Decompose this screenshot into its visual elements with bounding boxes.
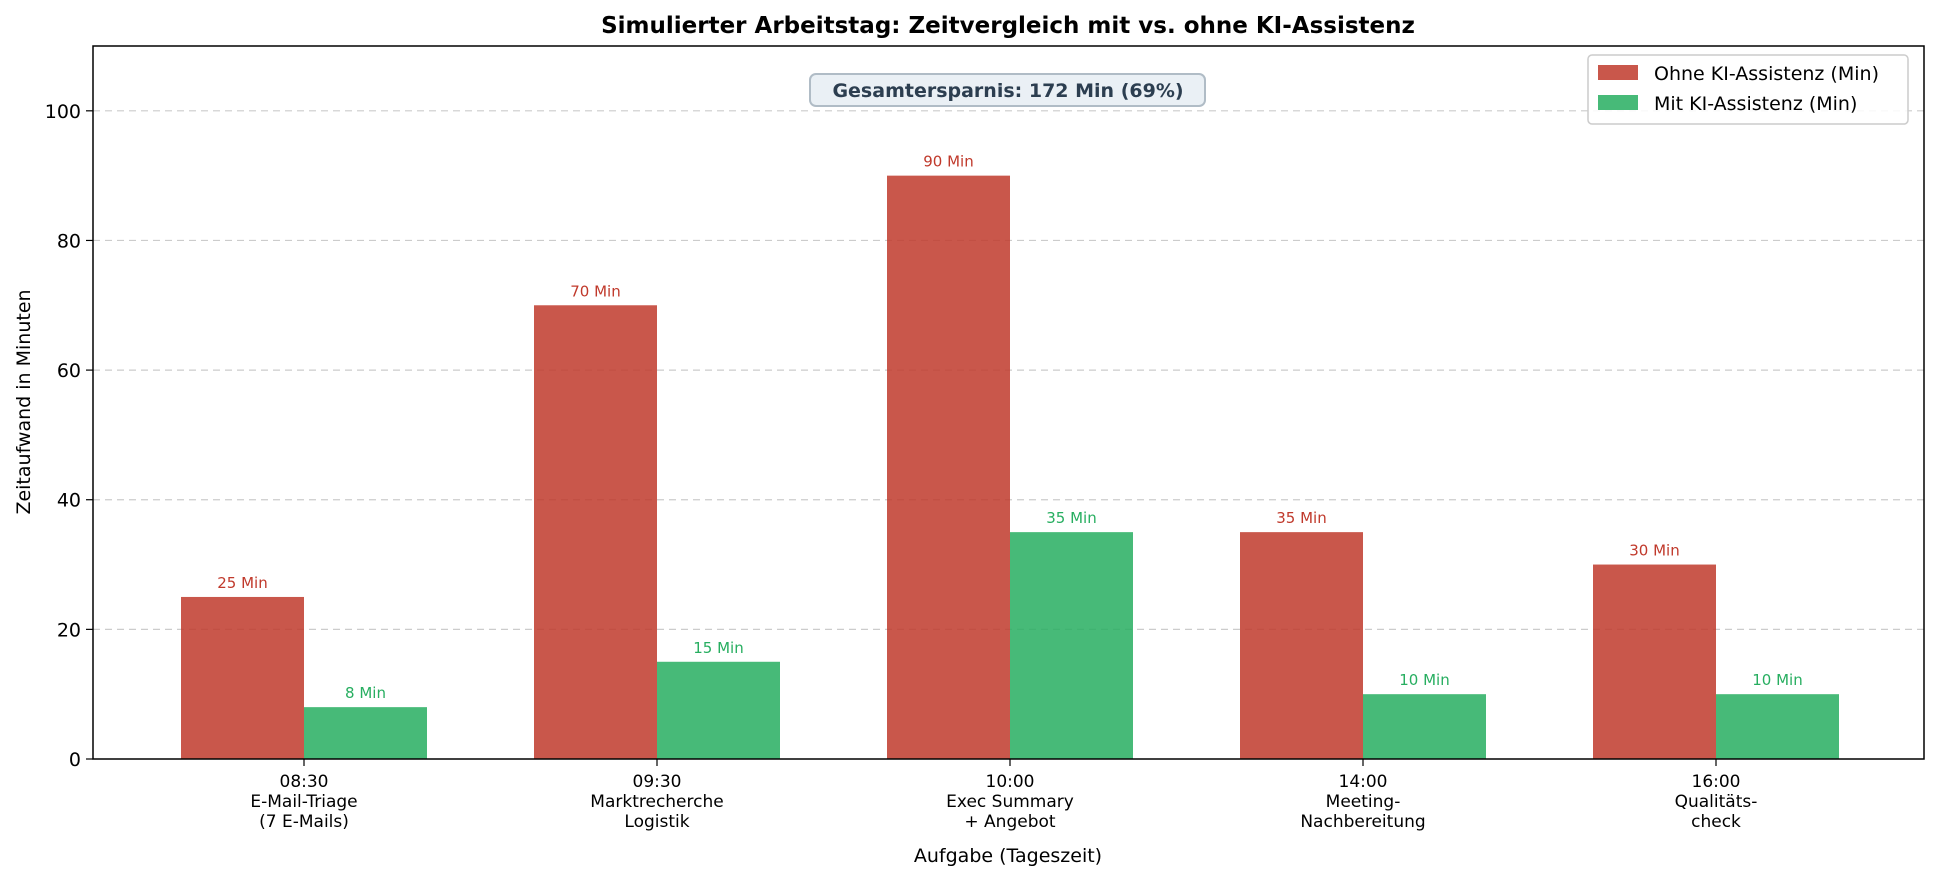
x-tick-label: Meeting- <box>1326 792 1401 812</box>
value-label: 8 Min <box>345 684 386 702</box>
bars <box>181 175 1839 760</box>
legend-swatch-ohne <box>1598 65 1638 80</box>
y-tick-label: 60 <box>57 360 81 382</box>
bar-mit-ki <box>1010 532 1133 759</box>
value-label: 35 Min <box>1046 509 1096 527</box>
legend: Ohne KI-Assistenz (Min) Mit KI-Assistenz… <box>1587 54 1909 125</box>
value-labels: 25 Min 70 Min 90 Min 35 Min 30 Min 8 Min 15 Mi… <box>217 153 1802 703</box>
legend-swatch-mit <box>1598 95 1638 110</box>
bar-ohne-ki <box>887 175 1010 760</box>
x-tick-label: 09:30 <box>633 772 682 792</box>
plot-area-frame <box>92 45 1925 760</box>
annotation-box <box>809 73 1206 107</box>
y-tick-label: 100 <box>45 101 81 123</box>
x-tick-label: Nachbereitung <box>1300 812 1425 832</box>
x-tick-label: Exec Summary <box>946 792 1074 812</box>
x-tick-label: 16:00 <box>1692 772 1741 792</box>
x-tick-label: E-Mail-Triage <box>250 792 357 812</box>
x-axis-ticks: 08:30E-Mail-Triage(7 E-Mails) 09:30Marktr… <box>250 759 1757 832</box>
x-tick-label: check <box>1691 812 1741 832</box>
bar-mit-ki <box>1716 694 1839 759</box>
value-label: 35 Min <box>1276 509 1326 527</box>
legend-label-mit: Mit KI-Assistenz (Min) <box>1654 93 1857 115</box>
y-tick-label: 40 <box>57 490 81 512</box>
x-tick-label: Qualitäts- <box>1675 792 1758 812</box>
legend-label-ohne: Ohne KI-Assistenz (Min) <box>1654 63 1879 85</box>
legend-frame <box>1587 54 1909 125</box>
y-tick-label: 20 <box>57 619 81 641</box>
bar-mit-ki <box>304 707 427 759</box>
bar-ohne-ki <box>1593 564 1716 759</box>
bar-ohne-ki <box>181 596 304 759</box>
y-tick-label: 0 <box>69 749 81 771</box>
value-label: 15 Min <box>693 639 743 657</box>
x-tick-label: (7 E-Mails) <box>259 812 349 832</box>
savings-annotation: Gesamtersparnis: 172 Min (69%) <box>809 73 1206 107</box>
value-label: 70 Min <box>570 282 620 300</box>
y-axis-ticks: 0 20 40 60 80 100 <box>45 101 93 771</box>
x-tick-label: + Angebot <box>964 812 1055 832</box>
x-tick-label: 10:00 <box>986 772 1035 792</box>
value-label: 10 Min <box>1752 671 1802 689</box>
bar-mit-ki <box>1363 694 1486 759</box>
x-tick-label: Logistik <box>624 812 689 832</box>
value-label: 30 Min <box>1629 542 1679 560</box>
bar-ohne-ki <box>534 305 657 759</box>
bar-ohne-ki <box>1240 532 1363 759</box>
bar-mit-ki <box>657 661 780 759</box>
value-label: 25 Min <box>217 574 267 592</box>
value-label: 90 Min <box>923 153 973 171</box>
y-tick-label: 80 <box>57 230 81 252</box>
y-axis-label: Zeitaufwand in Minuten <box>13 289 35 514</box>
annotation-text: Gesamtersparnis: 172 Min (69%) <box>832 80 1183 102</box>
x-axis-label: Aufgabe (Tageszeit) <box>914 845 1102 867</box>
chart-title: Simulierter Arbeitstag: Zeitvergleich mi… <box>601 13 1415 39</box>
value-label: 10 Min <box>1399 671 1449 689</box>
x-tick-label: 08:30 <box>280 772 329 792</box>
x-tick-label: 14:00 <box>1339 772 1388 792</box>
x-tick-label: Marktrecherche <box>590 792 723 812</box>
